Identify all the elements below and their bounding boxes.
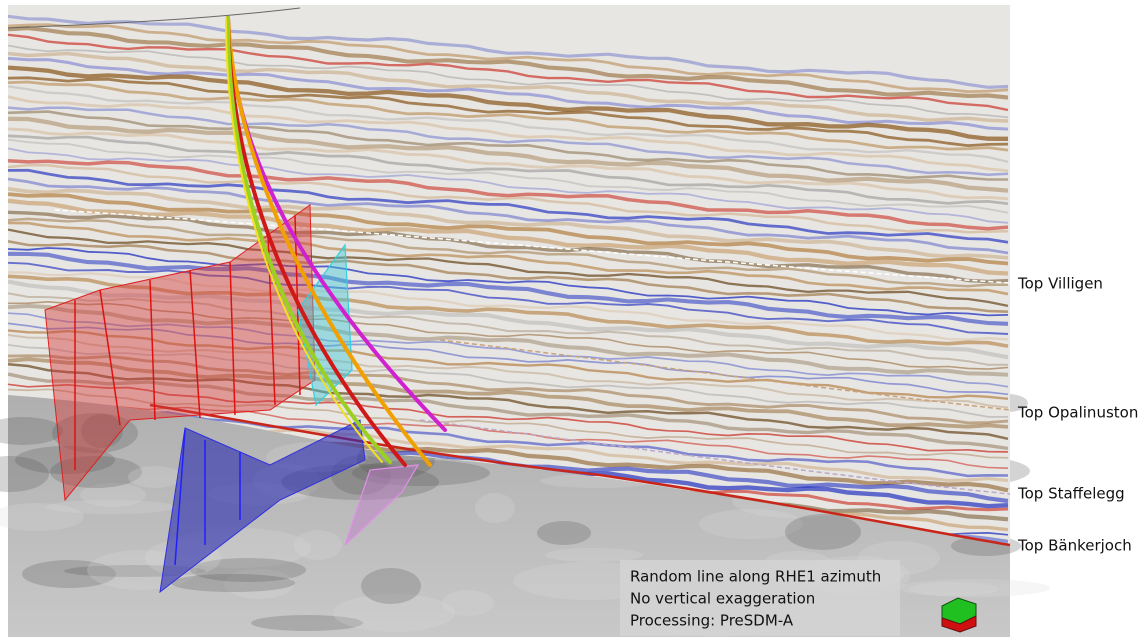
ground-patch <box>81 414 123 448</box>
seismic-reflector <box>8 127 1009 201</box>
ground-patch <box>251 615 363 631</box>
seismic-reflector <box>8 76 1009 148</box>
ground-patch <box>0 503 84 531</box>
caption-box <box>620 560 900 636</box>
seismic-reflector <box>8 251 1009 326</box>
seismic-reflector <box>8 51 1009 123</box>
seismic-reflector <box>8 261 1009 335</box>
seismic-reflector <box>8 344 1009 418</box>
fault-red <box>44 204 316 502</box>
fault-cyan <box>297 243 353 407</box>
ground-patch <box>190 558 306 582</box>
seismic-reflector <box>8 228 1009 308</box>
seismic-reflector <box>8 134 1009 206</box>
ground-patch <box>0 456 49 492</box>
well-paths <box>225 16 447 467</box>
ground-patch <box>909 582 999 596</box>
horizon-label: Top Bänkerjoch <box>1017 537 1132 555</box>
ground-patch <box>50 456 142 488</box>
seismic-reflector <box>8 406 1009 478</box>
orientation-cube[interactable] <box>941 597 977 633</box>
seismic-reflector <box>8 95 1009 173</box>
horizon-baenkerjoch <box>149 403 1011 547</box>
seismic-reflector <box>8 363 1009 441</box>
horizon-staffelegg <box>419 419 1011 495</box>
ground-patch <box>15 446 115 474</box>
seismic-reflector <box>8 334 1009 409</box>
seismic-reflector <box>8 292 1009 366</box>
seismic-reflector <box>8 110 1008 181</box>
topography-line <box>7 7 301 29</box>
ground-patch <box>333 594 455 632</box>
ground-patch <box>294 530 342 560</box>
seismic-reflector <box>8 271 1009 341</box>
ground-patch <box>171 574 295 592</box>
seismic-reflector <box>8 388 1009 459</box>
seismic-reflector <box>8 138 1009 214</box>
ground-patch <box>475 493 515 523</box>
seismic-reflector <box>8 65 1009 141</box>
seismic-reflector <box>8 274 1009 348</box>
seismic-reflector <box>8 106 1009 177</box>
horizon-label: Top Staffelegg <box>1017 485 1125 503</box>
ground-patch <box>442 590 494 616</box>
seismic-reflector <box>8 240 1009 313</box>
caption-line: Random line along RHE1 azimuth <box>630 568 881 586</box>
seismic-reflector <box>8 300 1009 370</box>
ground-patch <box>0 417 63 445</box>
ground-patch <box>785 514 861 550</box>
seismic-reflector <box>8 322 1009 396</box>
seismic-reflector <box>8 198 1009 276</box>
ground-patch <box>898 579 1050 597</box>
horizon-label: Top Villigen <box>1017 275 1103 293</box>
seismic-reflector <box>8 395 1009 469</box>
seismic-reflector <box>8 85 1009 163</box>
seismic-reflector <box>8 186 1009 260</box>
seismic-reflector <box>8 44 1009 119</box>
seismic-reflector <box>8 14 1009 89</box>
ground-patch <box>361 568 421 604</box>
seismic-reflector <box>8 168 1009 244</box>
seismic-reflector <box>8 147 1009 224</box>
ground-patch <box>128 466 182 488</box>
horizon-villigen <box>54 209 1011 284</box>
seismic-reflector <box>8 56 1009 131</box>
seismic-reflector <box>8 116 1009 193</box>
ground-patch <box>545 548 643 562</box>
caption-line: No vertical exaggeration <box>630 590 815 608</box>
seismic-reflector <box>8 221 1009 296</box>
seismic-reflector <box>8 26 1009 100</box>
seismic-section <box>8 5 1010 545</box>
seismic-reflector <box>8 357 1009 429</box>
seismic-reflector <box>8 80 1009 152</box>
ground-patch <box>537 521 591 545</box>
ground-patch <box>52 413 138 453</box>
seismic-reflector <box>8 23 1009 94</box>
horizon-label: Top Opalinuston <box>1017 404 1138 422</box>
seismic-reflector <box>8 247 1009 317</box>
seismic-reflector <box>8 329 1009 400</box>
fault-blue <box>159 419 366 594</box>
ground-patch <box>224 569 294 599</box>
ground-patch <box>46 500 176 514</box>
seismic-reflector <box>8 372 1009 451</box>
seismic-reflector <box>8 158 1009 231</box>
ground-patch <box>80 483 146 507</box>
seismic-reflector <box>8 33 1009 112</box>
horizon-opalinuston <box>439 339 1011 411</box>
seismic-reflector <box>8 354 1009 425</box>
ground-patch <box>22 560 116 588</box>
seismic-reflector <box>8 177 1009 255</box>
seismic-reflector <box>8 279 1009 360</box>
ground-patch <box>699 509 803 539</box>
seismic-reflector <box>8 164 1009 234</box>
seismic-reflector <box>8 383 1009 453</box>
seismic-reflector <box>8 217 1009 288</box>
fault-pink <box>344 464 420 546</box>
caption-line: Processing: PreSDM-A <box>630 612 794 630</box>
seismic-reflector <box>8 303 1009 377</box>
seismic-reflector <box>8 192 1009 266</box>
